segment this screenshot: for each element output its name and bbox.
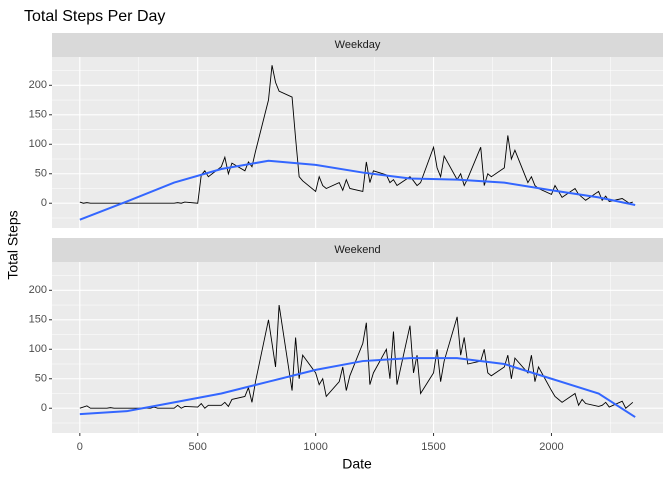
trend-line xyxy=(79,357,636,418)
y-tick-label: 200 xyxy=(29,284,47,296)
strip xyxy=(52,238,663,262)
y-axis-label: Total Steps xyxy=(5,210,21,279)
trend-line xyxy=(79,159,636,221)
y-tick-label: 200 xyxy=(29,79,47,91)
panel-background xyxy=(52,57,663,228)
chart-title: Total Steps Per Day xyxy=(24,8,165,25)
y-tick-label: 0 xyxy=(41,402,47,414)
x-tick-label: 1500 xyxy=(421,441,445,453)
y-tick-label: 150 xyxy=(29,314,47,326)
x-tick-label: 0 xyxy=(77,441,83,453)
y-tick-label: 50 xyxy=(35,373,47,385)
x-tick-label: 2000 xyxy=(539,441,563,453)
y-tick-label: 0 xyxy=(41,197,47,209)
strip-label: Weekday xyxy=(335,39,381,51)
y-tick-label: 150 xyxy=(29,109,47,121)
strip xyxy=(52,33,663,57)
y-tick-label: 100 xyxy=(29,343,47,355)
x-tick-label: 1000 xyxy=(303,441,327,453)
x-tick-label: 500 xyxy=(189,441,207,453)
x-axis-label: Date xyxy=(342,456,372,472)
y-tick-label: 50 xyxy=(35,168,47,180)
y-tick-label: 100 xyxy=(29,138,47,150)
strip-label: Weekend xyxy=(334,244,380,256)
data-line xyxy=(79,304,634,409)
